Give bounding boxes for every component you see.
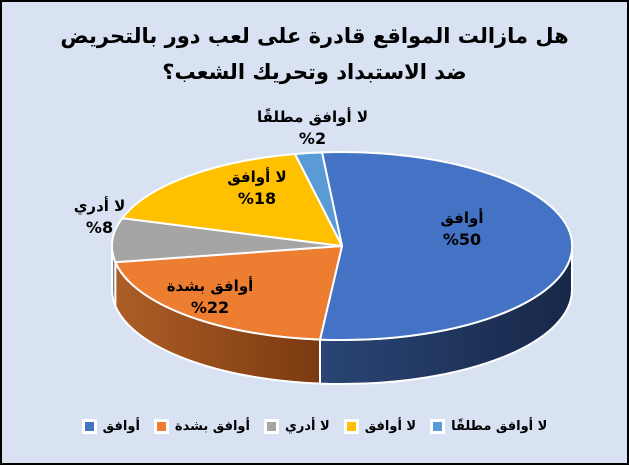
legend-label-disagree: لا أوافق xyxy=(364,419,417,434)
legend-marker-strongly-agree-icon xyxy=(153,419,169,434)
legend-marker-dont-know-icon xyxy=(263,419,279,434)
pie-slice-absolutely-disagree[interactable] xyxy=(294,151,343,247)
slice-label-absolutely-disagree: لا أوافق مطلقًا %2 xyxy=(235,107,390,149)
slice-label-disagree-text: لا أوافق xyxy=(227,168,287,186)
slice-label-disagree-pct: %18 xyxy=(237,189,277,208)
legend-entry-strongly-agree[interactable]: أوافق بشدة xyxy=(153,419,250,434)
pie-slice-strongly-agree[interactable] xyxy=(114,245,343,341)
legend-label-dont-know: لا أدري xyxy=(284,419,330,434)
legend-label-absolutely-disagree: لا أوافق مطلقًا xyxy=(451,419,548,434)
slice-label-agree-text: أوافق xyxy=(440,209,484,227)
pie-slice-agree[interactable] xyxy=(319,151,574,342)
chart-title: هل مازالت المواقع قادرة على لعب دور بالت… xyxy=(2,18,627,90)
slice-label-agree: أوافق %50 xyxy=(397,208,527,250)
slice-label-dont-know-pct: %8 xyxy=(85,218,114,237)
chart-title-line2: ضد الاستبداد وتحريك الشعب؟ xyxy=(162,60,467,84)
legend-label-agree: أوافق xyxy=(102,419,140,434)
legend-entry-dont-know[interactable]: لا أدري xyxy=(263,419,330,434)
pie-slice-dont-know[interactable] xyxy=(111,217,343,264)
slice-label-strongly-agree-text: أوافق بشدة xyxy=(166,277,254,295)
slice-label-agree-pct: %50 xyxy=(442,230,482,249)
slice-label-disagree: لا أوافق %18 xyxy=(197,167,317,209)
legend-entry-disagree[interactable]: لا أوافق xyxy=(343,419,417,434)
slice-label-absolutely-disagree-text: لا أوافق مطلقًا xyxy=(256,108,368,126)
slice-label-dont-know-text: لا أدري xyxy=(73,197,126,215)
chart-title-line1: هل مازالت المواقع قادرة على لعب دور بالت… xyxy=(60,24,569,48)
legend: لا أوافق مطلقًا لا أوافق لا أدري أوافق ب… xyxy=(2,419,627,434)
slice-label-strongly-agree-pct: %22 xyxy=(190,298,230,317)
legend-marker-absolutely-disagree-icon xyxy=(430,419,446,434)
legend-entry-absolutely-disagree[interactable]: لا أوافق مطلقًا xyxy=(430,419,547,434)
pie-slice-disagree[interactable] xyxy=(121,153,343,247)
legend-entry-agree[interactable]: أوافق xyxy=(81,419,140,434)
slice-label-strongly-agree: أوافق بشدة %22 xyxy=(145,276,275,318)
legend-marker-agree-icon xyxy=(81,419,97,434)
legend-marker-disagree-icon xyxy=(343,419,359,434)
slice-label-absolutely-disagree-pct: %2 xyxy=(298,129,327,148)
legend-label-strongly-agree: أوافق بشدة xyxy=(174,419,250,434)
slice-label-dont-know: لا أدري %8 xyxy=(42,196,157,238)
